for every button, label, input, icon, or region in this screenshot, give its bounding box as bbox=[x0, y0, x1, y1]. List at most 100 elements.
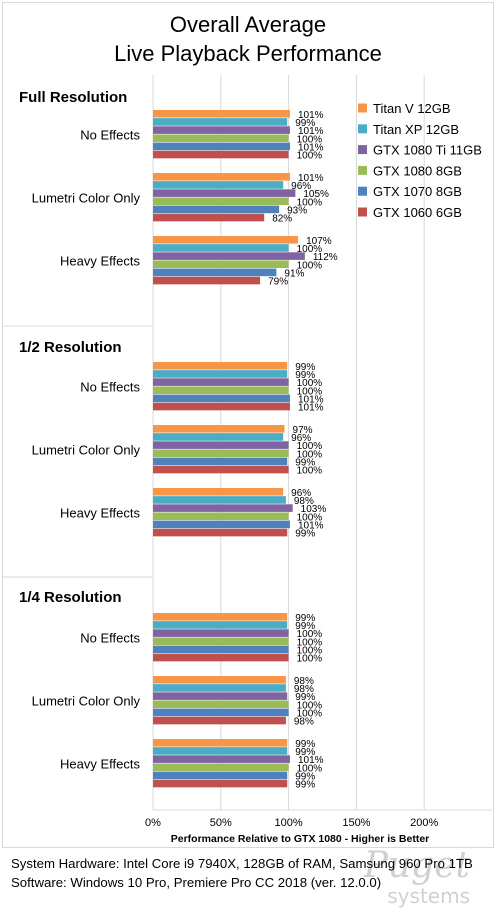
bar-g3-c1-s4 bbox=[153, 637, 289, 646]
bar-g2-c1-s4 bbox=[153, 386, 289, 395]
bar-g1-c1-s1 bbox=[153, 110, 290, 118]
bar-g1-c1-s5 bbox=[153, 142, 290, 151]
x-tick-label-2: 100% bbox=[275, 817, 303, 829]
x-tick-label-4: 200% bbox=[410, 817, 438, 829]
legend-swatch-1 bbox=[358, 103, 367, 113]
x-tick-label-0: 0% bbox=[145, 817, 161, 829]
data-label-g2-c3-s3: 103% bbox=[301, 504, 327, 515]
bar-g2-c3-s2 bbox=[153, 496, 286, 504]
bar-g1-c1-s4 bbox=[153, 134, 289, 143]
data-label-g3-c2-s5: 100% bbox=[297, 708, 323, 719]
bar-g2-c2-s4 bbox=[153, 449, 289, 458]
bar-g1-c1-s2 bbox=[153, 118, 288, 126]
bar-g3-c1-s2 bbox=[153, 621, 288, 629]
bar-g2-c1-s6 bbox=[153, 402, 290, 411]
data-label-g3-c1-s5: 100% bbox=[297, 645, 323, 656]
data-label-g3-c3-s4: 100% bbox=[297, 763, 323, 774]
data-label-g1-c2-s4: 100% bbox=[297, 197, 323, 208]
data-label-g3-c2-s6: 98% bbox=[294, 717, 314, 728]
data-label-g2-c3-s6: 99% bbox=[295, 529, 315, 540]
data-label-g1-c1-s6: 100% bbox=[297, 151, 323, 162]
category-label-g2-c1: No Effects bbox=[80, 379, 140, 394]
bar-g3-c3-s1 bbox=[153, 739, 288, 747]
data-label-g1-c2-s2: 96% bbox=[291, 181, 311, 192]
bar-g1-c2-s6 bbox=[153, 213, 265, 222]
bar-g2-c2-s2 bbox=[153, 433, 284, 441]
data-label-g3-c1-s2: 99% bbox=[295, 621, 315, 632]
category-label-g3-c1: No Effects bbox=[80, 630, 140, 645]
bar-g1-c3-s6 bbox=[153, 276, 261, 285]
bar-g3-c1-s3 bbox=[153, 629, 289, 637]
category-label-g1-c2: Lumetri Color Only bbox=[32, 190, 141, 205]
data-label-g3-c3-s1: 99% bbox=[295, 739, 315, 750]
bar-g3-c2-s2 bbox=[153, 684, 286, 692]
bar-g1-c3-s5 bbox=[153, 268, 277, 277]
data-label-g1-c1-s1: 101% bbox=[298, 110, 324, 121]
bar-g3-c3-s4 bbox=[153, 763, 289, 772]
x-tick-label-3: 150% bbox=[342, 817, 370, 829]
bar-g2-c1-s1 bbox=[153, 362, 288, 370]
legend-label-3: GTX 1080 Ti 11GB bbox=[373, 143, 482, 158]
bar-g3-c1-s5 bbox=[153, 645, 289, 654]
data-label-g1-c3-s1: 107% bbox=[306, 236, 332, 247]
bar-g3-c2-s4 bbox=[153, 700, 289, 709]
data-label-g3-c1-s3: 100% bbox=[297, 629, 323, 640]
bar-g1-c1-s3 bbox=[153, 126, 290, 134]
data-label-g3-c1-s6: 100% bbox=[297, 654, 323, 665]
bar-g3-c3-s6 bbox=[153, 779, 288, 788]
bar-g1-c2-s2 bbox=[153, 181, 284, 189]
legend-swatch-6 bbox=[358, 207, 367, 217]
bar-g3-c2-s1 bbox=[153, 676, 286, 684]
bar-g3-c1-s1 bbox=[153, 613, 288, 621]
data-label-g2-c2-s4: 100% bbox=[297, 449, 323, 460]
bar-chart: Overall Average Live Playback Performance… bbox=[2, 2, 494, 848]
bar-g1-c1-s6 bbox=[153, 150, 289, 159]
category-label-g2-c3: Heavy Effects bbox=[60, 505, 140, 520]
bar-g1-c3-s2 bbox=[153, 244, 289, 252]
logo-subtitle: systems bbox=[387, 884, 470, 908]
bar-g3-c2-s5 bbox=[153, 708, 289, 717]
data-label-g3-c3-s2: 99% bbox=[295, 747, 315, 758]
group-header-3: 1/4 Resolution bbox=[19, 589, 122, 606]
data-label-g1-c3-s5: 91% bbox=[284, 268, 304, 279]
bar-g1-c2-s4 bbox=[153, 197, 289, 206]
legend-label-4: GTX 1080 8GB bbox=[373, 163, 462, 178]
group-header-1: Full Resolution bbox=[19, 89, 127, 106]
data-label-g1-c1-s5: 101% bbox=[298, 142, 324, 153]
bar-g2-c3-s3 bbox=[153, 504, 293, 512]
bar-g2-c3-s4 bbox=[153, 512, 289, 521]
data-label-g3-c2-s3: 99% bbox=[295, 692, 315, 703]
data-label-g2-c3-s2: 98% bbox=[294, 496, 314, 507]
bar-g1-c3-s1 bbox=[153, 236, 299, 244]
legend-swatch-5 bbox=[358, 186, 367, 196]
category-label-g1-c3: Heavy Effects bbox=[60, 253, 140, 268]
data-label-g1-c1-s4: 100% bbox=[297, 134, 323, 145]
bar-g2-c2-s3 bbox=[153, 441, 289, 449]
bar-g3-c1-s6 bbox=[153, 653, 289, 662]
data-label-g1-c3-s6: 79% bbox=[268, 277, 288, 288]
x-tick-label-1: 50% bbox=[210, 817, 232, 829]
legend-label-2: Titan XP 12GB bbox=[373, 122, 459, 137]
data-label-g3-c1-s4: 100% bbox=[297, 637, 323, 648]
data-label-g2-c2-s3: 100% bbox=[297, 441, 323, 452]
data-label-g2-c1-s2: 99% bbox=[295, 370, 315, 381]
chart-title-line-1: Overall Average bbox=[170, 12, 326, 37]
data-label-g2-c2-s1: 97% bbox=[293, 425, 313, 436]
category-label-g3-c3: Heavy Effects bbox=[60, 756, 140, 771]
bar-g3-c2-s3 bbox=[153, 692, 288, 700]
data-label-g1-c3-s4: 100% bbox=[297, 260, 323, 271]
data-label-g1-c2-s6: 82% bbox=[272, 214, 292, 225]
data-label-g3-c1-s1: 99% bbox=[295, 613, 315, 624]
category-label-g2-c2: Lumetri Color Only bbox=[32, 442, 141, 457]
legend-label-1: Titan V 12GB bbox=[373, 101, 451, 116]
data-label-g2-c1-s6: 101% bbox=[298, 403, 324, 414]
legend-label-5: GTX 1070 8GB bbox=[373, 184, 462, 199]
data-label-g3-c3-s5: 99% bbox=[295, 771, 315, 782]
data-label-g3-c2-s4: 100% bbox=[297, 700, 323, 711]
chart-title-line-2: Live Playback Performance bbox=[114, 41, 382, 66]
data-label-g2-c1-s3: 100% bbox=[297, 378, 323, 389]
bar-g3-c3-s5 bbox=[153, 771, 288, 780]
bar-g1-c2-s5 bbox=[153, 205, 280, 214]
x-axis-title: Performance Relative to GTX 1080 - Highe… bbox=[171, 833, 430, 845]
bar-g1-c3-s4 bbox=[153, 260, 289, 269]
